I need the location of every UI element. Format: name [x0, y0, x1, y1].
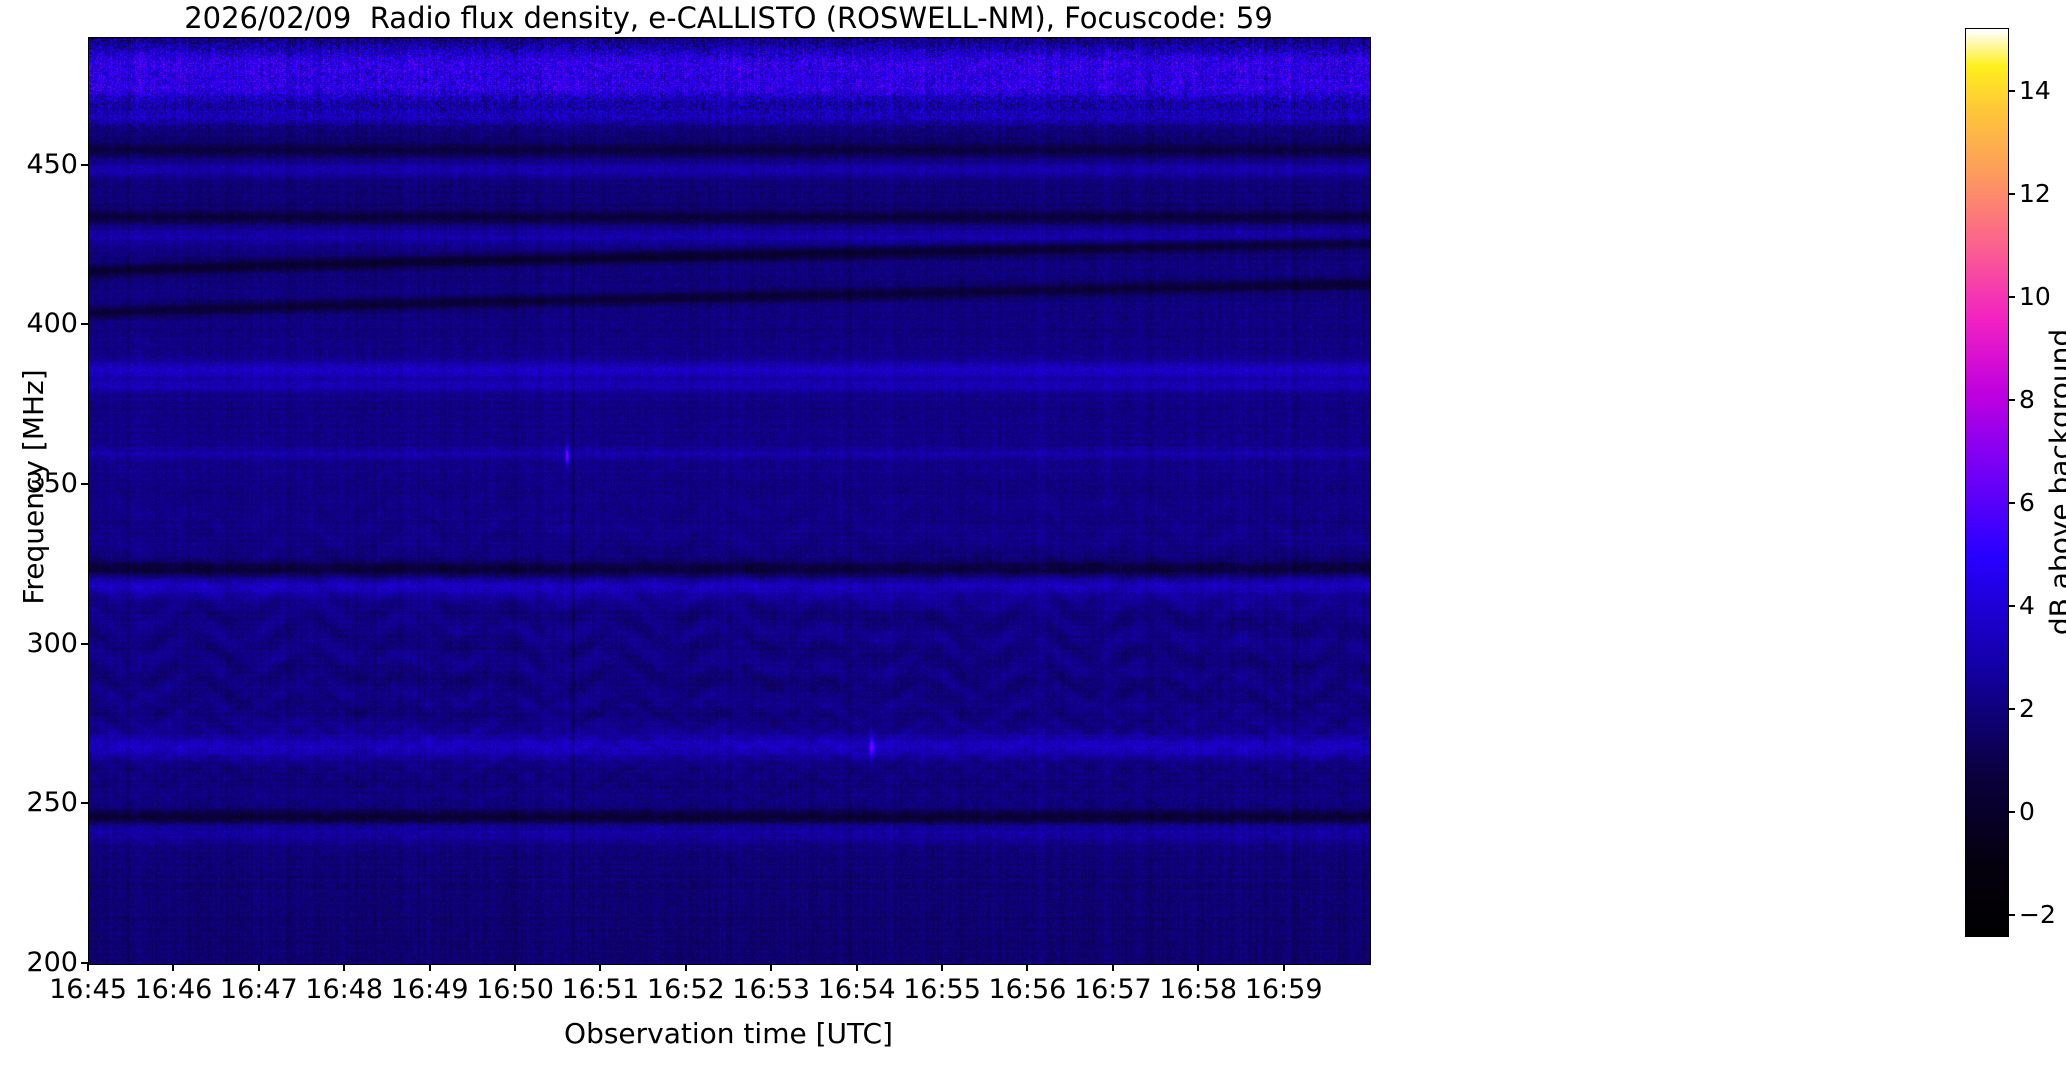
x-tick-label: 16:54 [817, 974, 896, 1005]
x-tick-mark [941, 964, 943, 971]
y-tick-label: 450 [26, 148, 78, 180]
x-tick-label: 16:45 [49, 974, 127, 1005]
x-tick-mark [428, 964, 431, 971]
x-tick-mark [1197, 964, 1200, 971]
colorbar-tick-label: 10 [2019, 281, 2051, 311]
colorbar-tick-label: 0 [2019, 797, 2035, 827]
x-tick-mark [172, 964, 175, 971]
x-tick-label: 16:52 [646, 974, 725, 1005]
colorbar-tick-mark [2008, 502, 2015, 505]
x-tick-mark [343, 964, 346, 971]
x-tick-mark [87, 964, 89, 971]
colorbar-gradient [1966, 29, 2008, 936]
colorbar-tick-mark [2008, 914, 2015, 917]
x-tick-mark [1026, 964, 1029, 971]
colorbar[interactable]: 14 12 10 8 6 4 2 0 −2 [1965, 28, 2056, 937]
x-tick-label: 16:51 [561, 974, 640, 1005]
x-tick-mark [855, 964, 858, 971]
x-tick-mark [514, 964, 516, 971]
x-tick-label: 16:55 [903, 974, 981, 1005]
x-tick-label: 16:56 [988, 974, 1067, 1005]
spectrogram-image[interactable] [89, 38, 1370, 964]
y-tick-mark [81, 323, 88, 326]
colorbar-tick-mark [2008, 89, 2015, 92]
y-tick-label: 400 [26, 308, 78, 340]
y-tick-label: 250 [26, 787, 78, 819]
colorbar-tick-mark [2008, 192, 2015, 195]
y-tick-mark [81, 163, 88, 166]
x-tick-label: 16:50 [476, 974, 554, 1005]
x-tick-label: 16:57 [1073, 974, 1152, 1005]
spectrogram-axes[interactable] [88, 37, 1371, 965]
x-axis-label: Observation time [UTC] [564, 1017, 893, 1050]
x-tick-mark [599, 964, 602, 971]
y-tick-mark [81, 962, 88, 964]
colorbar-tick-label: 2 [2019, 694, 2035, 724]
colorbar-tick-label: 8 [2019, 385, 2035, 415]
colorbar-tick-mark [2008, 605, 2015, 608]
colorbar-tick-mark [2008, 399, 2015, 402]
colorbar-tick-mark [2008, 708, 2015, 711]
colorbar-tick-mark [2008, 811, 2015, 814]
colorbar-tick-label: 14 [2019, 75, 2051, 105]
x-tick-label: 16:53 [732, 974, 811, 1005]
colorbar-tick-mark [2008, 295, 2015, 298]
y-tick-label: 200 [26, 947, 78, 978]
y-tick-mark [81, 802, 88, 805]
x-tick-mark [770, 964, 773, 971]
x-tick-label: 16:49 [390, 974, 469, 1005]
y-tick-label: 350 [26, 468, 78, 500]
y-tick-mark [81, 642, 88, 645]
x-tick-mark [684, 964, 687, 971]
colorbar-tick-label: 6 [2019, 488, 2035, 518]
y-tick-label: 300 [26, 627, 78, 659]
x-tick-label: 16:58 [1159, 974, 1238, 1005]
page-title: 2026/02/09 Radio flux density, e-CALLIST… [184, 1, 1273, 35]
x-tick-label: 16:47 [219, 974, 298, 1005]
x-tick-mark [1111, 964, 1114, 971]
x-tick-label: 16:59 [1244, 974, 1323, 1005]
x-tick-mark [1282, 964, 1285, 971]
x-tick-label: 16:46 [134, 974, 213, 1005]
colorbar-tick-label: 4 [2019, 591, 2035, 621]
x-tick-label: 16:48 [305, 974, 384, 1005]
x-tick-mark [257, 964, 260, 971]
colorbar-tick-label: −2 [2019, 900, 2056, 930]
y-tick-mark [81, 483, 88, 486]
colorbar-tick-label: 12 [2019, 178, 2051, 208]
colorbar-label: dB above background [2043, 328, 2066, 636]
